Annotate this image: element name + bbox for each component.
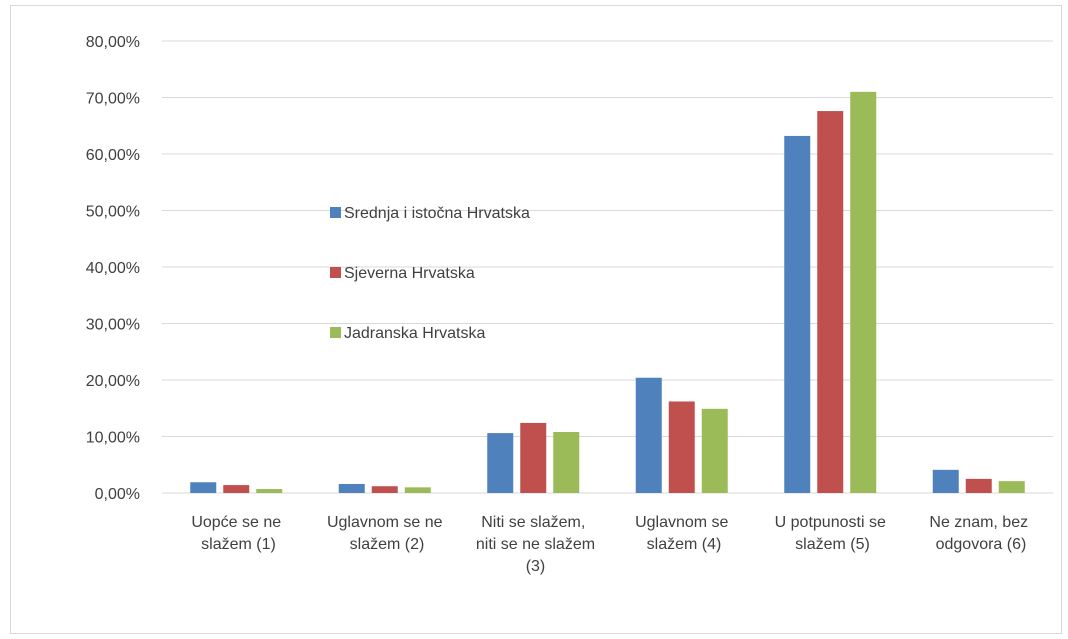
x-tick-label: Uglavnom se ne slažem (2) — [327, 514, 443, 553]
y-tick-label: 20,00% — [86, 373, 140, 390]
bar — [223, 485, 250, 493]
x-tick-label: U potpunosti se slažem (5) — [775, 514, 886, 553]
bar — [256, 489, 283, 493]
bar — [932, 469, 959, 493]
legend-swatch — [330, 267, 341, 278]
bar — [338, 483, 365, 493]
x-tick-label: Ne znam, bez odgovora (6) — [929, 514, 1028, 553]
legend-label: Sjeverna Hrvatska — [344, 265, 475, 282]
y-tick-label: 10,00% — [86, 430, 140, 447]
bar — [850, 91, 877, 493]
bar — [998, 481, 1025, 493]
legend-swatch — [330, 327, 341, 338]
bar — [371, 486, 398, 493]
bar — [784, 135, 811, 494]
y-tick-label: 80,00% — [86, 34, 140, 51]
x-tick-label: Uopće se ne slažem (1) — [191, 514, 281, 553]
x-tick-label: Niti se slažem, niti se ne slažem (3) — [471, 514, 595, 575]
bar — [520, 422, 547, 493]
bar — [635, 377, 662, 493]
y-tick-label: 30,00% — [86, 317, 140, 334]
bar — [668, 401, 695, 493]
y-tick-label: 0,00% — [95, 486, 140, 503]
bar — [553, 431, 580, 493]
y-tick-label: 40,00% — [86, 260, 140, 277]
bar — [487, 433, 514, 493]
legend-swatch — [330, 207, 341, 218]
y-tick-label: 60,00% — [86, 147, 140, 164]
bar — [190, 482, 217, 493]
legend-label: Srednja i istočna Hrvatska — [344, 205, 530, 222]
legend-label: Jadranska Hrvatska — [344, 325, 485, 342]
chart-border — [10, 5, 1062, 634]
bar — [965, 478, 992, 493]
bar — [817, 111, 844, 493]
x-tick-label: Uglavnom se slažem (4) — [635, 514, 728, 553]
y-tick-label: 50,00% — [86, 204, 140, 221]
bar — [404, 487, 431, 493]
y-tick-label: 70,00% — [86, 91, 140, 108]
bar — [701, 408, 728, 493]
